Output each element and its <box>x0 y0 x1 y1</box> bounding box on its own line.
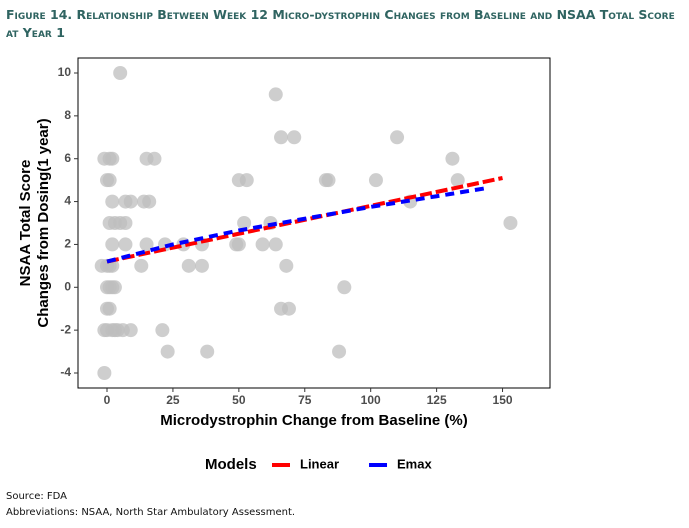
y-tick-label: -2 <box>60 322 71 336</box>
x-axis-title: Microdystrophin Change from Baseline (%) <box>160 412 468 429</box>
x-tick-label: 100 <box>361 393 381 407</box>
point <box>390 130 405 145</box>
point <box>139 237 154 252</box>
point <box>102 173 117 188</box>
point <box>321 173 336 188</box>
point <box>97 366 112 380</box>
note: Abbreviations: NSAA, North Star Ambulato… <box>6 507 296 518</box>
point <box>142 194 157 209</box>
point <box>279 258 294 273</box>
point <box>237 216 252 230</box>
legend-label: Emax <box>397 456 432 471</box>
point <box>231 237 246 252</box>
point <box>118 237 133 252</box>
y-tick-label: 0 <box>64 279 71 293</box>
plot-panel <box>77 57 551 389</box>
x-tick-label: 150 <box>493 393 513 407</box>
point <box>332 344 347 359</box>
point <box>450 173 465 188</box>
point <box>134 258 149 273</box>
point <box>268 237 283 252</box>
point <box>102 301 117 316</box>
point <box>337 280 352 295</box>
point <box>287 130 302 145</box>
point <box>255 237 270 252</box>
point <box>239 173 254 188</box>
fit-line <box>106 185 490 264</box>
x-tick-label: 125 <box>427 393 447 407</box>
x-tick-label: 75 <box>298 393 312 407</box>
point <box>105 151 120 166</box>
point <box>107 280 122 295</box>
y-tick-label: -4 <box>60 365 71 379</box>
y-tick-label: 6 <box>64 151 71 165</box>
y-tick-label: 2 <box>64 237 71 251</box>
y-tick-label: 8 <box>64 108 71 122</box>
point <box>268 87 283 102</box>
legend-label: Linear <box>300 456 339 471</box>
point <box>160 344 175 359</box>
legend-title: Models <box>205 456 257 473</box>
point <box>113 66 128 80</box>
point <box>503 216 518 230</box>
point <box>181 258 196 273</box>
point <box>105 194 120 209</box>
y-tick-label: 10 <box>58 65 72 79</box>
point <box>274 130 289 145</box>
point <box>123 194 138 209</box>
point <box>194 258 209 273</box>
point <box>445 151 460 166</box>
x-tick-label: 50 <box>232 393 246 407</box>
point <box>281 301 296 316</box>
x-tick-label: 25 <box>166 393 180 407</box>
y-tick-label: 4 <box>64 194 71 208</box>
point <box>155 323 170 338</box>
point <box>123 323 138 338</box>
source: Source: FDA <box>6 491 68 502</box>
y-axis-title: NSAA Total Score <box>17 160 34 287</box>
chart-title: Figure 14. Relationship Between Week 12 … <box>6 7 675 40</box>
point <box>147 151 162 166</box>
point <box>105 237 120 252</box>
point <box>368 173 383 188</box>
point <box>200 344 215 359</box>
x-tick-label: 0 <box>104 393 111 407</box>
point <box>118 216 133 230</box>
y-axis-title: Changes from Dosing(1 year) <box>35 118 52 327</box>
